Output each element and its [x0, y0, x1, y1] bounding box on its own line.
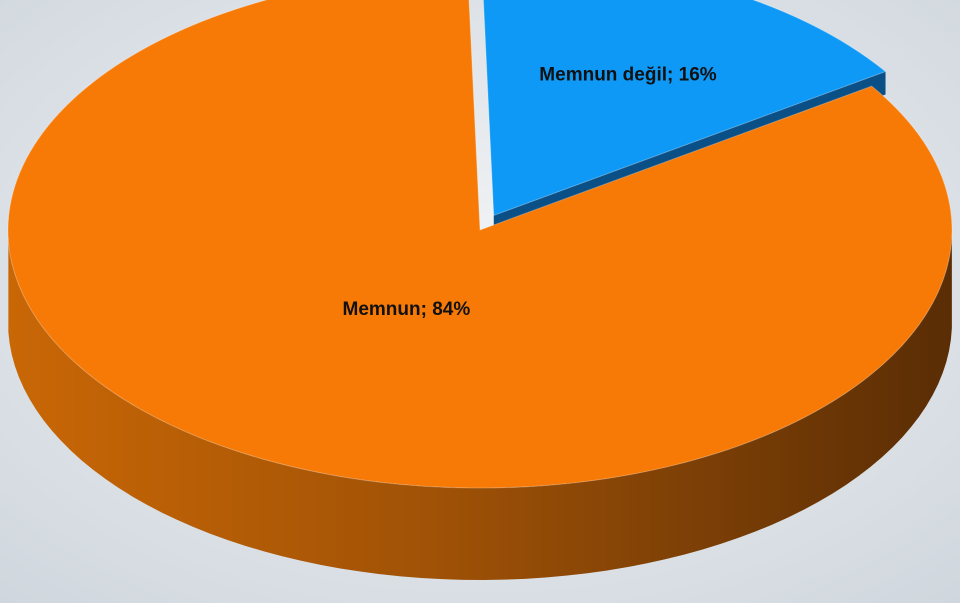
data-label: Memnun değil; 16%: [539, 64, 716, 85]
data-label: Memnun; 84%: [343, 299, 471, 320]
pie-slice: [7, 0, 953, 489]
pie-slice-side: [8, 236, 952, 580]
pie-slice: [482, 0, 887, 217]
pie-slice-wall: [8, 236, 952, 580]
